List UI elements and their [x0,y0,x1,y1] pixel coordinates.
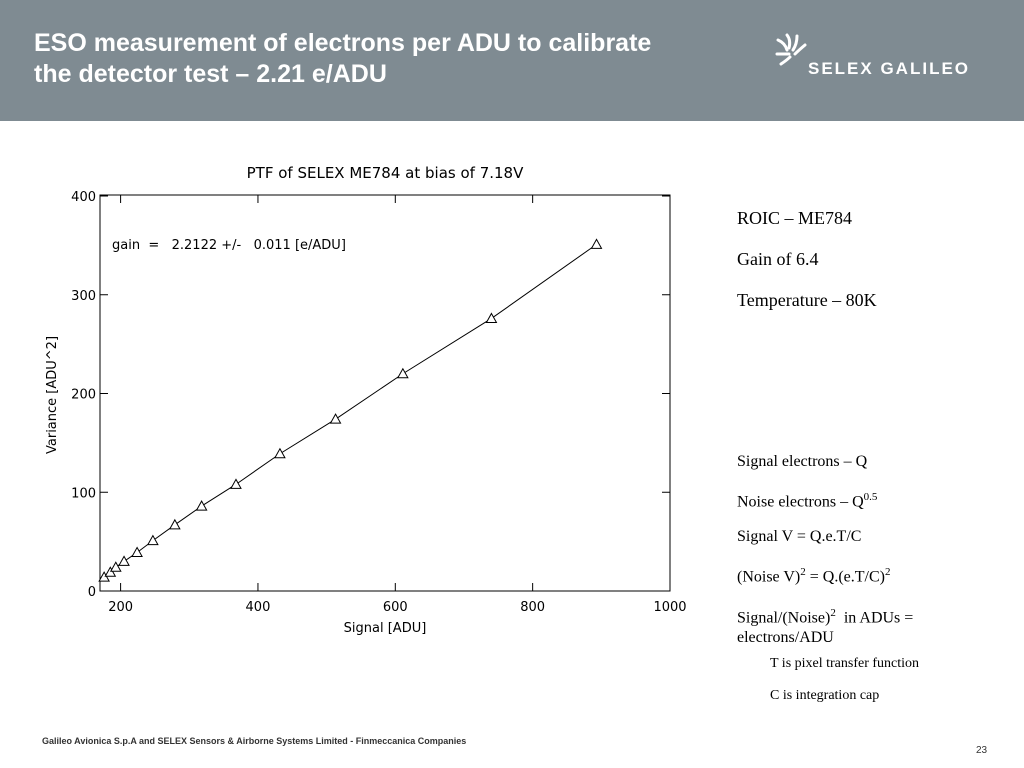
formula: (Noise V)2 = Q.(e.T/C)2 [737,562,977,587]
data-point [485,312,498,323]
formula: Signal V = Q.e.T/C [737,527,977,547]
x-axis-label: Signal [ADU] [344,621,427,636]
info-line: Temperature – 80K [737,290,877,310]
title-line: ESO measurement of electrons per ADU to … [34,29,652,57]
page-number: 23 [976,745,988,756]
y-tick-label: 100 [71,486,96,501]
x-tick-label: 800 [520,600,545,615]
data-point [147,534,159,546]
superscript: 2 [884,566,891,579]
formulas: Signal electrons – Q Noise electrons – Q0… [737,452,977,663]
notes: T is pixel transfer function C is integr… [770,656,919,720]
data-point [230,478,242,489]
formula-text: = Q.(e.T/C) [805,568,885,586]
formula-text: Signal electrons – Q [737,453,868,470]
header-band: ESO measurement of electrons per ADU to … [0,0,1024,121]
annotation: gain = 2.2122 +/- 0.011 [e/ADU] [112,238,346,253]
formula-text: Noise electrons – Q [737,493,864,511]
x-tick-label: 200 [108,600,133,615]
formula: Noise electrons – Q0.5 [737,487,977,512]
x-tick-label: 1000 [653,600,686,615]
data-point [109,561,122,572]
logo-text: SELEX GALILEO [808,59,970,78]
data-point [169,518,181,530]
chart: PTF of SELEX ME784 at bias of 7.18V Sign… [45,164,687,636]
formula-text: Signal V = Q.e.T/C [737,528,862,546]
y-axis-label: Variance [ADU^2] [45,336,60,454]
data-point [274,447,286,459]
y-tick-label: 0 [88,585,96,600]
formula-text: Signal/(Noise) [737,608,831,626]
x-tick-label: 600 [383,600,408,615]
note: C is integration cap [770,688,880,703]
info: ROIC – ME784 Gain of 6.4 Temperature – 8… [737,208,877,331]
superscript: 2 [800,566,806,579]
data-point [397,367,409,379]
superscript: 2 [830,606,836,619]
slide-title: ESO measurement of electrons per ADU to … [34,28,651,90]
y-tick-label: 300 [71,289,96,304]
data-point [131,546,143,557]
formula-text: in ADUs = electrons/ADU [737,608,918,646]
y-tick-label: 400 [71,190,96,205]
formula-text: (Noise V) [737,568,801,586]
data-point [195,500,208,511]
note: T is pixel transfer function [770,656,920,671]
footer: Galileo Avionica S.p.A and SELEX Sensors… [42,736,467,746]
formula: Signal electrons – Q [737,452,977,472]
x-tick-label: 400 [246,600,271,615]
plot-frame [99,194,671,592]
y-tick-label: 200 [71,388,96,403]
data-point [329,413,342,424]
data-point [590,238,603,249]
chart-title: PTF of SELEX ME784 at bias of 7.18V [247,164,524,182]
logo: SELEX GALILEO [775,33,970,78]
title-line: the detector test – 2.21 e/ADU [34,60,387,88]
formula: Signal/(Noise)2 in ADUs = electrons/ADU [737,603,977,648]
info-line: Gain of 6.4 [737,249,819,269]
info-line: ROIC – ME784 [737,208,853,228]
data-point [118,555,130,566]
superscript: 0.5 [863,491,878,503]
